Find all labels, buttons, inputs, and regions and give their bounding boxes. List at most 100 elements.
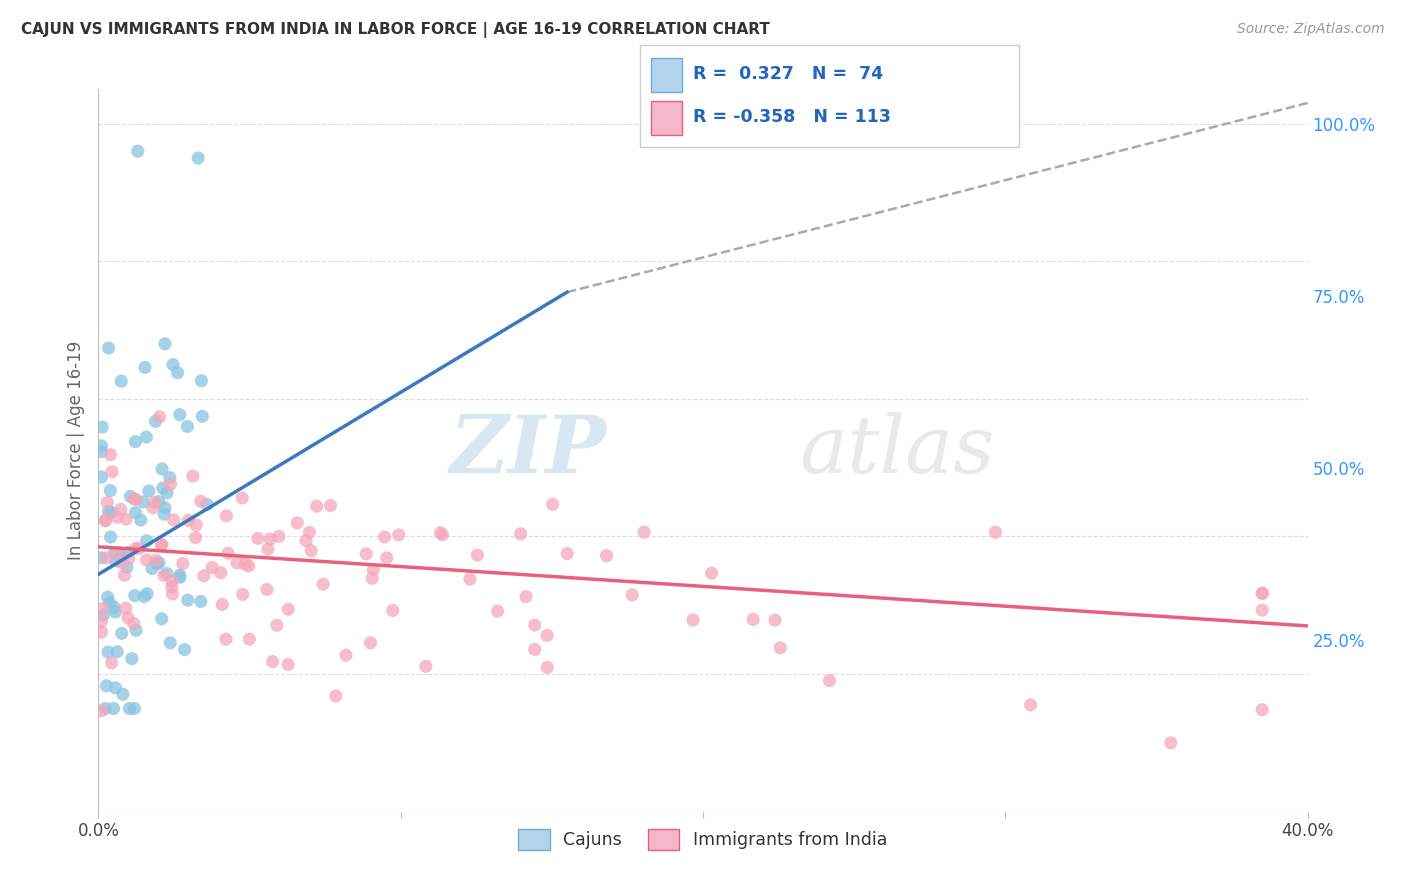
Point [486,604,509,618]
Point [231,491,253,505]
Point [523,618,546,632]
Point [259,532,281,546]
Point [186,518,208,533]
Point [104,681,127,695]
Point [121,651,143,665]
Point [96,679,118,693]
Point [150,462,173,476]
Point [169,408,191,422]
Point [148,556,170,570]
Point [215,632,238,647]
Point [105,645,128,659]
Point [114,601,136,615]
Point [818,673,841,688]
Point [117,610,139,624]
Point [160,574,183,589]
Point [150,538,173,552]
Text: atlas: atlas [800,412,995,489]
Point [149,409,172,424]
Point [90,704,112,718]
Point [141,561,163,575]
Point [181,469,204,483]
Point [173,642,195,657]
Point [172,557,194,571]
Point [100,506,122,520]
Point [128,541,150,555]
Point [145,553,167,567]
Point [432,528,454,542]
Point [117,545,139,559]
Point [111,556,134,570]
Point [136,587,159,601]
Point [232,587,254,601]
Point [555,547,578,561]
Point [262,655,284,669]
Point [257,542,280,557]
Point [742,612,765,626]
Point [124,541,146,556]
Point [134,590,156,604]
Point [122,491,145,506]
Point [246,532,269,546]
Point [515,590,537,604]
Point [125,624,148,638]
Point [541,497,564,511]
Point [150,537,173,551]
Point [325,689,347,703]
Point [156,566,179,581]
Point [104,605,127,619]
Point [190,494,212,508]
Point [101,465,124,479]
Point [415,659,437,673]
Point [103,546,125,560]
Point [124,589,146,603]
Point [1251,603,1274,617]
Point [94,514,117,528]
Point [769,640,792,655]
Point [118,701,141,715]
Point [124,701,146,715]
Point [266,618,288,632]
Point [509,526,531,541]
Point [105,510,128,524]
Point [193,569,215,583]
Point [153,336,176,351]
Point [145,414,167,428]
Point [96,550,118,565]
Point [190,374,212,388]
Point [177,593,200,607]
Point [94,513,117,527]
Point [153,507,176,521]
Point [195,498,218,512]
Point [118,551,141,566]
Point [1019,698,1042,712]
Point [100,530,122,544]
Point [1251,703,1274,717]
Point [536,628,558,642]
Point [287,516,309,530]
Point [169,568,191,582]
Point [238,632,260,647]
Point [159,636,181,650]
Point [162,358,184,372]
Point [111,626,134,640]
Point [388,528,411,542]
Point [191,409,214,424]
Point [215,508,238,523]
Point [104,554,127,568]
Point [298,525,321,540]
Point [100,448,122,462]
Point [682,613,704,627]
Point [156,486,179,500]
Point [217,546,239,560]
Point [1251,586,1274,600]
Point [209,566,232,580]
Point [98,483,121,498]
Point [177,513,200,527]
Text: ZIP: ZIP [450,412,606,489]
Point [700,566,723,581]
Point [763,613,786,627]
Point [124,506,146,520]
Point [226,556,249,570]
Point [335,648,357,662]
